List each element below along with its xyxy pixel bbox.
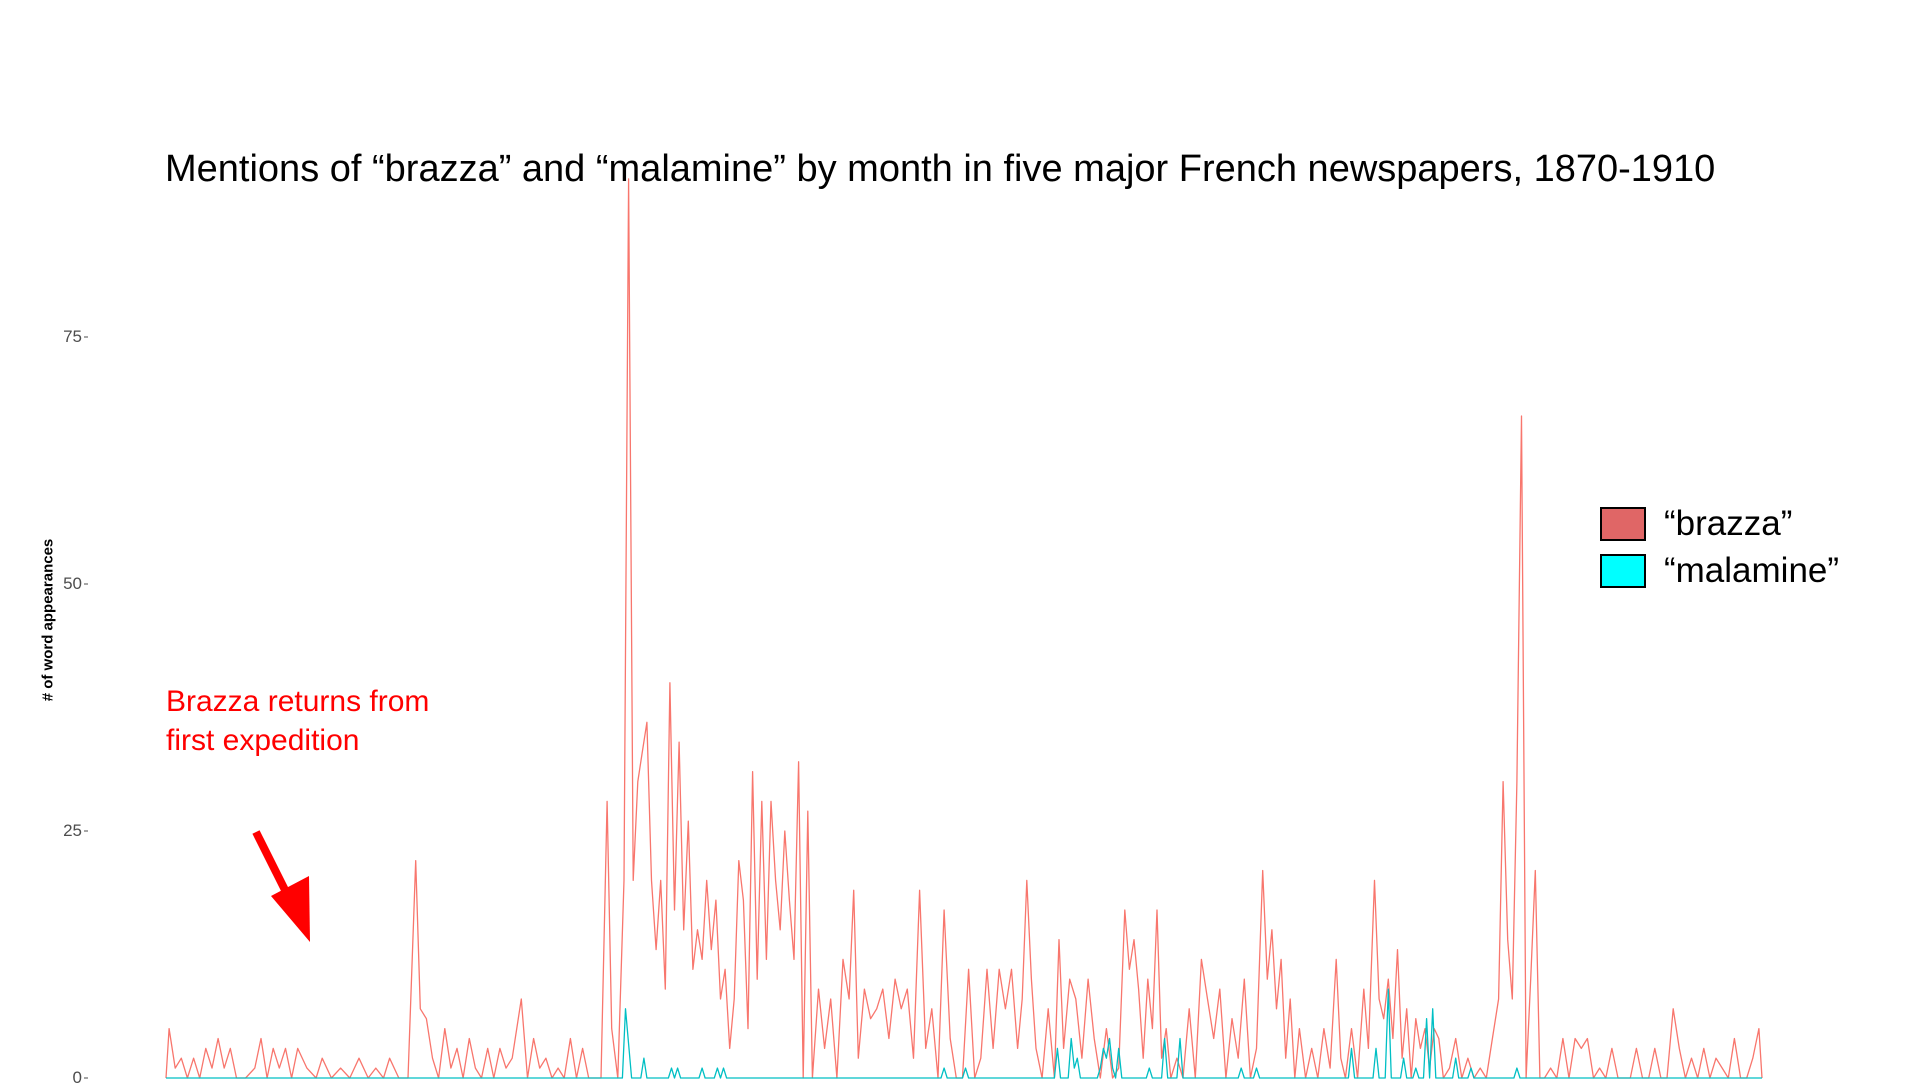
legend: “brazza” “malamine” (1600, 500, 1839, 594)
legend-swatch-brazza (1600, 506, 1646, 541)
series-line-brazza (165, 178, 1763, 1079)
chart-title: Mentions of “brazza” and “malamine” by m… (165, 148, 1716, 190)
annotation-arrow-head (271, 876, 310, 942)
y-tick-label: 50 (63, 574, 82, 593)
series-line-malamine (166, 988, 1762, 1079)
legend-label-brazza: “brazza” (1664, 503, 1793, 543)
legend-item-malamine: “malamine” (1600, 547, 1839, 594)
y-tick-label: 0 (72, 1068, 82, 1087)
legend-label-malamine: “malamine” (1664, 550, 1840, 590)
annotation-text: Brazza returns from first expedition (166, 685, 430, 757)
annotation-arrow-shaft (252, 830, 294, 902)
legend-swatch-malamine (1600, 553, 1646, 588)
y-tick-label: 25 (63, 821, 82, 840)
legend-item-brazza: “brazza” (1600, 500, 1839, 547)
y-tick-label: 75 (63, 327, 82, 346)
